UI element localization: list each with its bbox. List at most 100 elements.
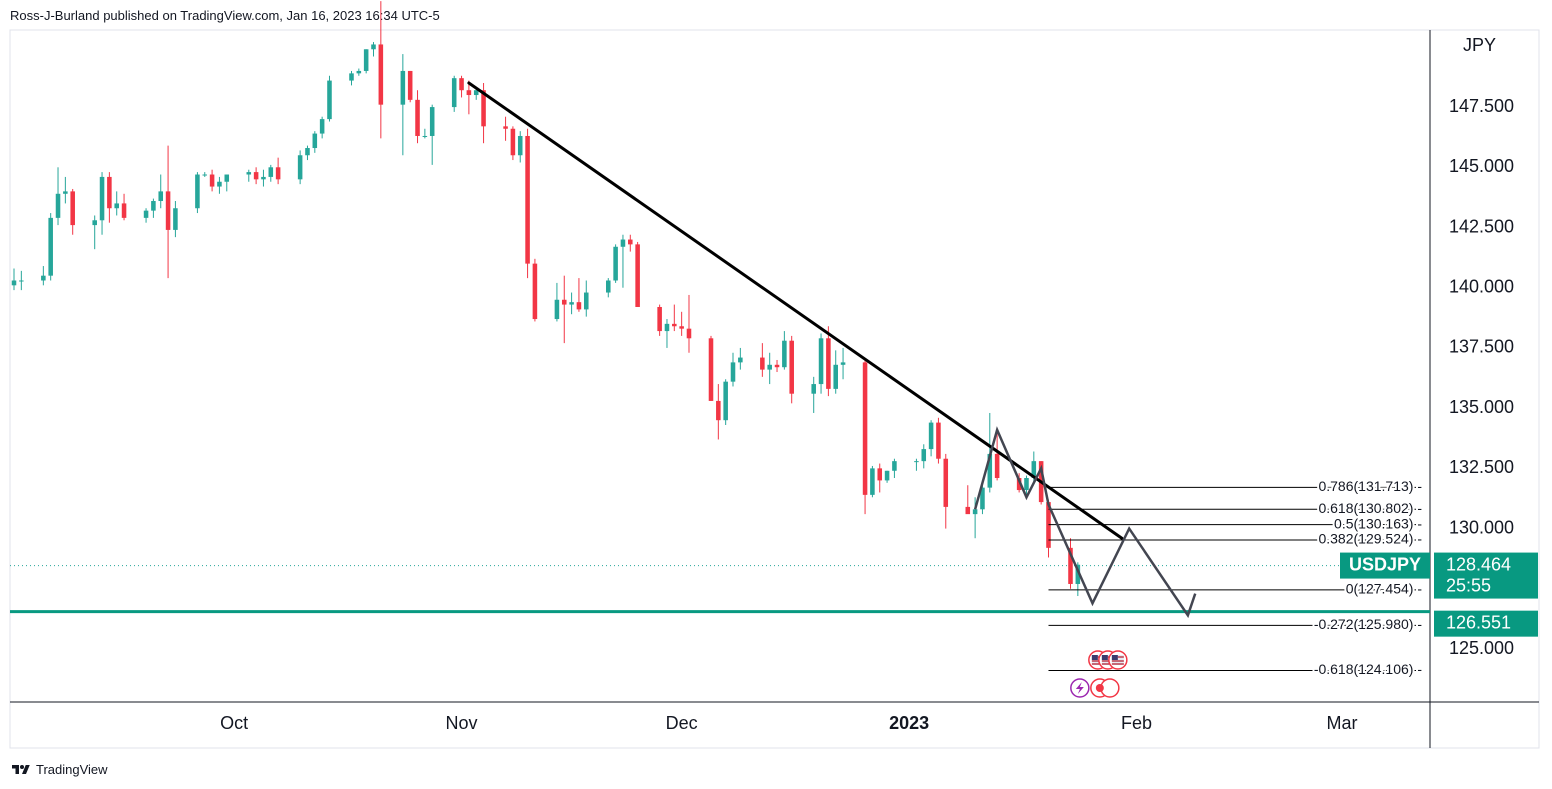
candle-body: [151, 201, 156, 211]
candle-body: [158, 191, 164, 202]
lightning-glyph: [1075, 682, 1084, 694]
candle-body: [987, 453, 993, 488]
candle-body: [972, 509, 978, 515]
tradingview-logo-icon: [12, 764, 30, 774]
candle-body: [503, 126, 508, 129]
candle-body: [525, 135, 530, 264]
candle-body: [371, 44, 376, 50]
candle-body: [818, 338, 824, 385]
candle-body: [473, 90, 479, 96]
candle-body: [297, 155, 303, 180]
candle: [686, 294, 692, 353]
candle: [459, 75, 464, 98]
trendline-layer[interactable]: [467, 81, 1124, 540]
candle: [466, 80, 472, 115]
candle: [253, 167, 259, 185]
events-layer[interactable]: [1070, 650, 1128, 698]
candle: [173, 201, 178, 238]
candle: [569, 292, 574, 315]
candle: [723, 379, 728, 426]
candle-body: [356, 70, 362, 74]
plot-area[interactable]: [10, 30, 1430, 702]
candle-body: [980, 487, 985, 510]
candle: [606, 278, 611, 298]
candle: [55, 167, 61, 226]
candle-body: [774, 364, 780, 368]
y-tick-label: 130.000: [1449, 517, 1514, 537]
candle-body: [517, 135, 523, 156]
x-tick-label: Oct: [220, 713, 248, 733]
candle: [11, 268, 17, 291]
candle: [356, 68, 362, 76]
fib-level-label: 0.786(131.713) -: [1318, 478, 1422, 494]
red-dot-icon[interactable]: [1090, 678, 1120, 698]
candle-body: [92, 220, 97, 226]
candle-body: [510, 128, 516, 156]
candle-body: [884, 470, 890, 481]
us-flag-icon[interactable]: [1088, 650, 1128, 670]
candle: [672, 304, 677, 332]
trendline: [467, 81, 1124, 540]
candle-body: [936, 422, 941, 459]
candle: [716, 384, 721, 440]
candle: [319, 116, 325, 139]
candle: [422, 128, 428, 139]
lightning-icon[interactable]: [1070, 678, 1090, 698]
candle: [818, 333, 824, 394]
projection-layer[interactable]: [973, 426, 1197, 619]
candle: [613, 244, 618, 283]
fibonacci-layer[interactable]: 0.786(131.713) - 0.618(130.802) -0.5(130.…: [1048, 476, 1424, 679]
candle: [921, 444, 927, 469]
flag-canton: [1101, 655, 1108, 660]
candle-body: [767, 364, 772, 370]
candle-body: [143, 210, 149, 218]
publish-header: Ross-J-Burland published on TradingView.…: [10, 8, 440, 23]
x-tick-label: 2023: [889, 713, 929, 733]
candle-body: [305, 148, 310, 156]
candle: [972, 497, 978, 539]
candle: [158, 174, 164, 209]
candle: [121, 193, 127, 221]
candle: [246, 169, 252, 182]
candle: [826, 326, 831, 397]
fib-level-label: 0.5(130.163) -: [1334, 515, 1422, 531]
flag-canton: [1111, 655, 1118, 660]
candle: [99, 172, 105, 235]
candle-body: [716, 400, 721, 421]
candle: [400, 54, 406, 156]
candle: [833, 350, 838, 394]
candle: [305, 145, 310, 161]
candle-body: [327, 80, 332, 120]
candle: [664, 319, 670, 348]
candle-body: [481, 90, 486, 127]
candle: [429, 104, 435, 165]
candle-body: [870, 468, 875, 495]
candle-body: [613, 246, 618, 281]
candle-body: [202, 174, 208, 176]
candle-body: [760, 357, 765, 370]
candle-body: [554, 299, 560, 320]
projection-path: [973, 426, 1197, 619]
candle: [451, 75, 457, 112]
candle-body: [268, 167, 274, 177]
y-axis-unit: JPY: [1463, 35, 1496, 55]
candle-body: [1075, 564, 1081, 584]
x-tick-label: Feb: [1121, 713, 1152, 733]
candle: [224, 174, 230, 192]
candle: [517, 131, 523, 163]
candle-body: [561, 299, 567, 305]
candle-body: [672, 323, 677, 327]
support-price-label: 126.551: [1446, 612, 1511, 632]
candle-body: [70, 191, 75, 226]
candle: [268, 164, 274, 182]
candle: [774, 359, 780, 373]
last-price-label: 128.464: [1446, 554, 1511, 574]
y-tick-label: 142.500: [1449, 216, 1514, 236]
y-axis[interactable]: JPY 147.500 145.000 142.500 140.000 137.500 13…: [1449, 35, 1514, 658]
candle-body: [349, 73, 354, 81]
x-axis[interactable]: Oct Nov Dec 2023 Feb Mar: [220, 713, 1357, 733]
y-tick-label: 137.500: [1449, 337, 1514, 357]
candle-body: [965, 506, 971, 515]
flag-canton: [1091, 655, 1098, 660]
